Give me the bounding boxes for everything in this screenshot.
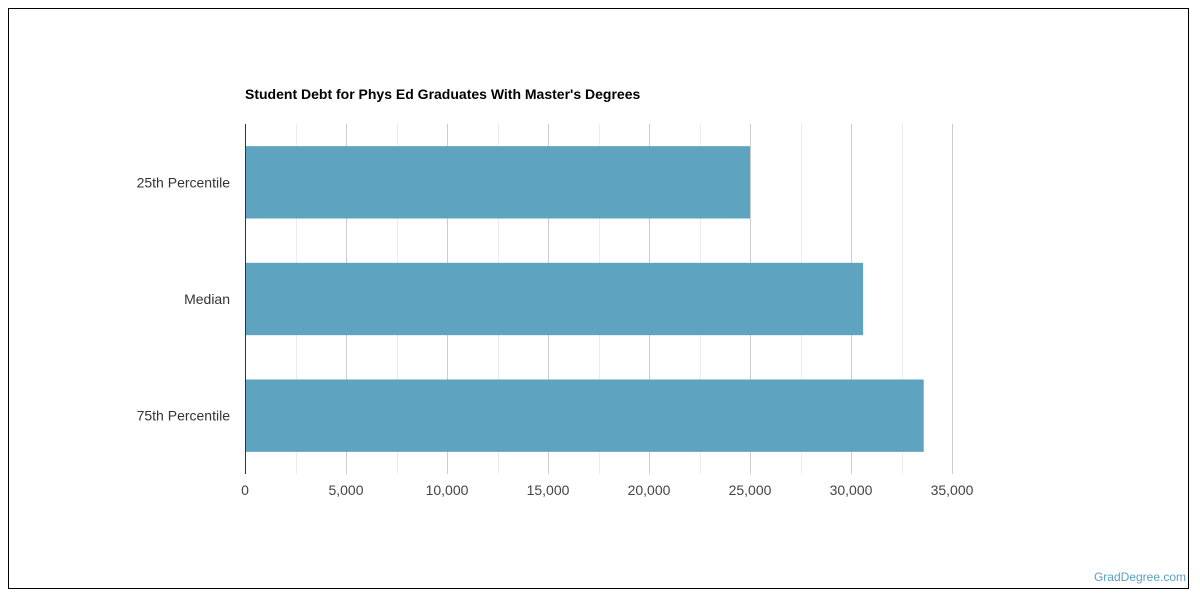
- bar: [245, 146, 750, 219]
- bar: [245, 262, 864, 336]
- watermark: GradDegree.com: [1093, 570, 1186, 584]
- chart-title: Student Debt for Phys Ed Graduates With …: [245, 86, 641, 102]
- chart-frame: [8, 8, 1189, 589]
- category-label: 75th Percentile: [137, 408, 231, 424]
- x-tick-label: 10,000: [426, 482, 469, 498]
- bar: [245, 379, 924, 452]
- x-tick-label: 0: [241, 482, 249, 498]
- category-label: Median: [184, 291, 230, 307]
- x-tick-label: 25,000: [729, 482, 772, 498]
- x-tick-label: 35,000: [931, 482, 974, 498]
- x-tick-label: 15,000: [527, 482, 570, 498]
- x-tick-label: 20,000: [628, 482, 671, 498]
- x-tick-label: 30,000: [830, 482, 873, 498]
- x-tick-label: 5,000: [328, 482, 363, 498]
- category-label: 25th Percentile: [137, 174, 231, 190]
